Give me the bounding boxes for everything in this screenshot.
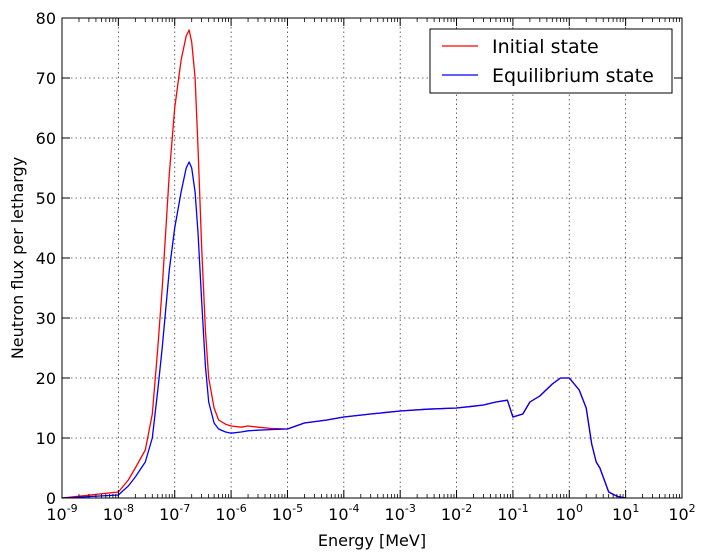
- y-tick-label: 40: [36, 249, 56, 268]
- x-tick-label: 101: [612, 502, 639, 524]
- x-tick-label: 10-4: [328, 502, 359, 524]
- x-tick-label: 100: [556, 502, 583, 524]
- legend-box: [429, 28, 673, 94]
- x-tick-label: 10-3: [385, 502, 416, 524]
- x-tick-label: 10-5: [272, 502, 303, 524]
- tick-marks: [61, 17, 683, 499]
- x-axis-label: Energy [MeV]: [318, 531, 426, 550]
- x-tick-label: 10-9: [46, 502, 77, 524]
- x-tick-label: 10-1: [497, 502, 528, 524]
- x-tick-label: 10-6: [215, 502, 246, 524]
- y-tick-labels: 0 10 20 30 40 50 60 70 80: [36, 9, 56, 508]
- x-tick-label: 10-2: [441, 502, 472, 524]
- series-line-2: [61, 161, 626, 499]
- legend-label-1: Initial state: [492, 36, 599, 58]
- y-tick-label: 0: [46, 489, 56, 508]
- y-tick-label: 10: [36, 429, 56, 448]
- x-tick-label: 10-7: [159, 502, 190, 524]
- y-tick-label: 80: [36, 9, 56, 28]
- y-tick-label: 50: [36, 189, 56, 208]
- y-tick-label: 30: [36, 309, 56, 328]
- grid: [62, 18, 682, 498]
- x-tick-label: 10-8: [103, 502, 134, 524]
- y-tick-label: 20: [36, 369, 56, 388]
- y-tick-label: 60: [36, 129, 56, 148]
- legend: Initial state Equilibrium state: [429, 28, 673, 94]
- plot-series-group: [61, 29, 626, 499]
- x-tick-labels: 10-9 10-8 10-7 10-6 10-5 10-4 10-3 10-2 10-1 100 1…: [46, 502, 695, 524]
- legend-label-2: Equilibrium state: [492, 65, 654, 87]
- x-tick-label: 102: [668, 502, 695, 524]
- y-tick-label: 70: [36, 69, 56, 88]
- y-axis-label: Neutron flux per lethargy: [8, 157, 27, 359]
